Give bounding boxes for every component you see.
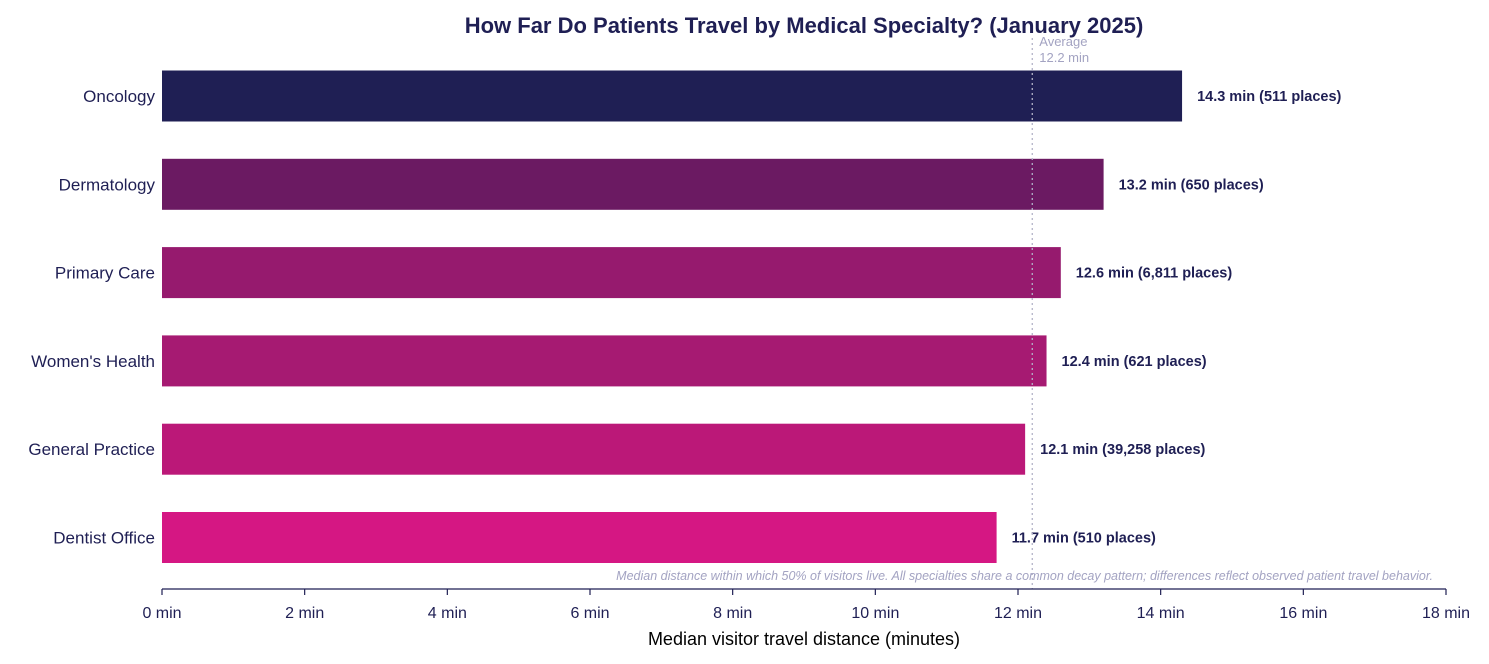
data-label: 12.1 min (39,258 places): [1040, 442, 1205, 458]
category-label: Dermatology: [59, 175, 156, 194]
data-label: 12.4 min (621 places): [1062, 354, 1207, 370]
data-label: 11.7 min (510 places): [1012, 531, 1156, 547]
category-label: Oncology: [83, 87, 155, 106]
x-tick-label: 12 min: [994, 605, 1042, 622]
data-label: 13.2 min (650 places): [1119, 177, 1264, 193]
footnote: Median distance within which 50% of visi…: [616, 569, 1433, 583]
bar-group: Oncology 14.3 min (511 places) Dermatology…: [28, 70, 1342, 563]
bar: [162, 158, 1104, 210]
data-label: 12.6 min (6,811 places): [1076, 266, 1233, 282]
bar: [162, 247, 1061, 299]
x-tick-label: 10 min: [851, 605, 899, 622]
bar: [162, 70, 1183, 122]
x-tick-label: 8 min: [713, 605, 752, 622]
bar: [162, 512, 997, 563]
x-axis: 0 min 2 min 4 min 6 min 8 min 10 min 12 min 14 …: [142, 588, 1470, 622]
category-label: General Practice: [28, 440, 155, 459]
x-tick-label: 4 min: [428, 605, 467, 622]
x-tick-label: 18 min: [1422, 605, 1470, 622]
average-value-label: 12.2 min: [1039, 50, 1089, 65]
x-tick-label: 0 min: [142, 605, 181, 622]
data-label: 14.3 min (511 places): [1197, 89, 1341, 105]
chart-title: How Far Do Patients Travel by Medical Sp…: [465, 13, 1144, 38]
category-label: Primary Care: [55, 264, 155, 283]
x-tick-label: 14 min: [1137, 605, 1185, 622]
x-tick-label: 6 min: [570, 605, 609, 622]
x-axis-label: Median visitor travel distance (minutes): [648, 629, 960, 649]
category-label: Women's Health: [31, 352, 155, 371]
x-tick-label: 16 min: [1279, 605, 1327, 622]
x-tick-label: 2 min: [285, 605, 324, 622]
category-label: Dentist Office: [53, 529, 155, 548]
bar: [162, 423, 1026, 475]
average-label: Average: [1039, 34, 1087, 49]
bar: [162, 335, 1047, 387]
